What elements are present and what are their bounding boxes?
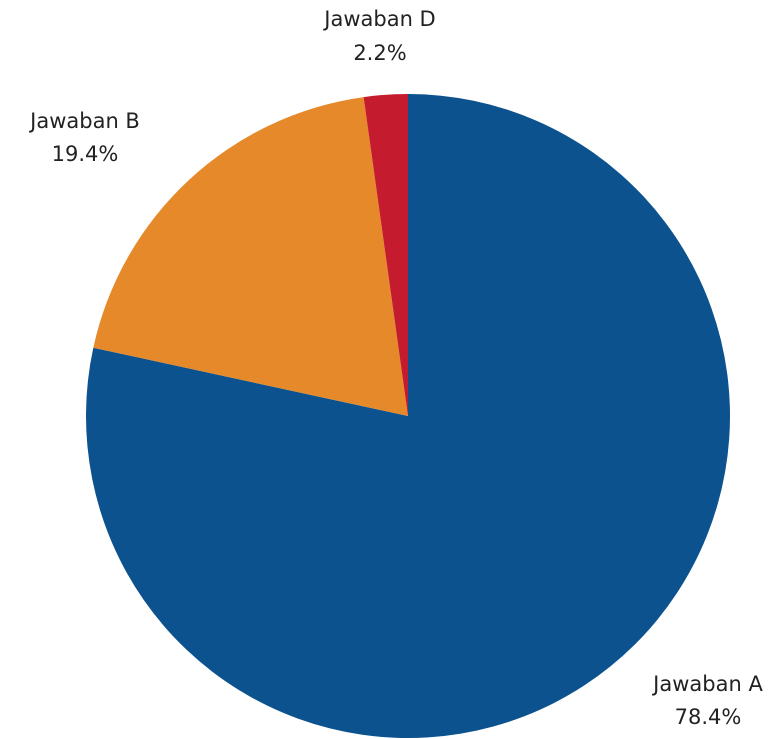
slices-layer [85,93,730,738]
slice-value-label-jawaban-d: 2.2% [353,41,406,65]
slice-label-jawaban-b: Jawaban B [28,109,140,133]
slice-value-label-jawaban-a: 78.4% [675,705,742,729]
labels-layer: Jawaban A 78.4% Jawaban B 19.4% Jawaban D 2.2… [28,7,763,729]
slice-value-label-jawaban-b: 19.4% [52,142,119,166]
pie-slice-jawaban-d [363,93,408,416]
slice-label-jawaban-a: Jawaban A [651,672,763,696]
slice-label-jawaban-d: Jawaban D [322,7,435,31]
pie-slice-jawaban-b [93,97,408,416]
pie-slice-jawaban-a [85,94,730,738]
